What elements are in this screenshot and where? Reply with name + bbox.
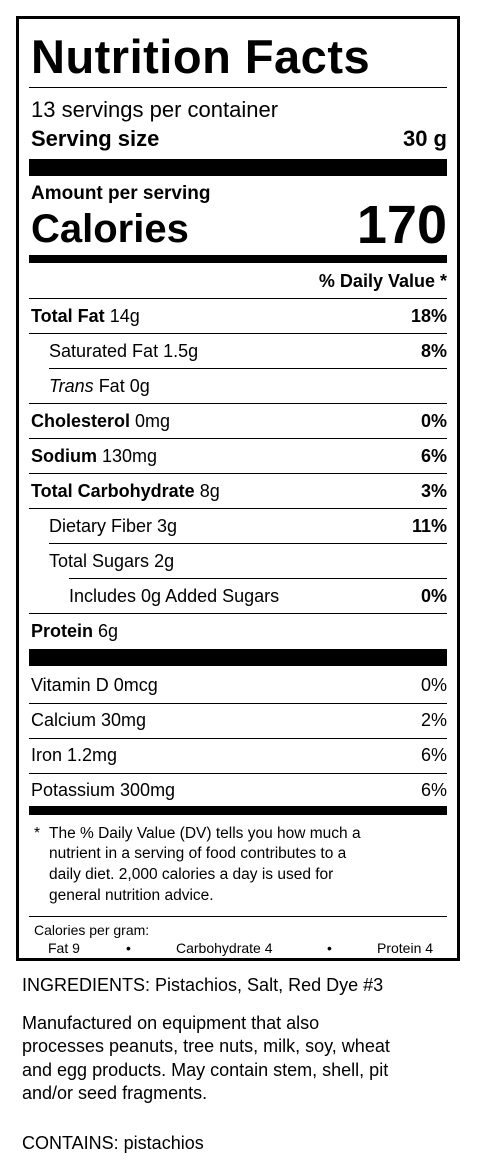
footnote-line: nutrient in a serving of food contribute…: [49, 845, 347, 862]
amount-per-serving: Amount per serving: [31, 183, 211, 204]
divider: [29, 438, 447, 439]
nutrient-name: Total Carbohydrate: [31, 481, 195, 501]
divider: [29, 703, 447, 704]
ingredients: INGREDIENTS: Pistachios, Salt, Red Dye #…: [22, 975, 384, 995]
divider: [49, 368, 447, 369]
footnote-star: *: [34, 825, 41, 842]
divider: [49, 543, 447, 544]
calories-value: 170: [356, 195, 447, 255]
contains: CONTAINS: pistachios: [22, 1133, 204, 1153]
servings-per-container: 13 servings per container: [31, 97, 279, 122]
bullet-separator: •: [126, 940, 131, 956]
cpg-carbohydrate: Carbohydrate 4: [176, 940, 273, 956]
cholesterol-row: Cholesterol 0mg: [31, 411, 170, 431]
manufactured-line: Manufactured on equipment that also: [22, 1013, 320, 1033]
divider: [29, 508, 447, 509]
medium-divider: [29, 255, 447, 263]
total-carbohydrate-row: Total Carbohydrate 8g: [31, 481, 220, 501]
calories-label: Calories: [31, 207, 189, 251]
vitamin-d-row: Vitamin D 0mcg: [31, 675, 158, 695]
cholesterol-dv: 0%: [420, 411, 447, 431]
nutrition-facts-label: Nutrition Facts 13 servings per containe…: [16, 16, 460, 961]
thick-divider: [29, 159, 447, 176]
trans-fat-row: Trans Fat 0g: [49, 376, 150, 396]
serving-size-value: 30 g: [402, 126, 447, 151]
added-sugars-row: Includes 0g Added Sugars: [69, 586, 280, 606]
bullet-separator: •: [327, 940, 332, 956]
iron-row: Iron 1.2mg: [31, 745, 118, 765]
footnote-line: The % Daily Value (DV) tells you how muc…: [49, 825, 361, 842]
manufactured-line: processes peanuts, tree nuts, milk, soy,…: [22, 1036, 390, 1056]
nutrient-amount: 6g: [98, 621, 119, 641]
nutrient-amount: 2g: [154, 551, 175, 571]
nutrient-name: Total Sugars: [49, 551, 150, 571]
daily-value-header: % Daily Value *: [318, 271, 447, 291]
nutrient-amount: 130mg: [102, 446, 158, 466]
nutrient-amount: 8g: [199, 481, 220, 501]
nutrient-amount: 14g: [109, 306, 140, 326]
footnote-line: general nutrition advice.: [49, 887, 214, 904]
manufactured-line: and/or seed fragments.: [22, 1083, 208, 1103]
sodium-dv: 6%: [420, 446, 447, 466]
total-fat-row: Total Fat 14g: [31, 306, 140, 326]
calcium-row: Calcium 30mg: [31, 710, 147, 730]
dietary-fiber-dv: 11%: [411, 516, 447, 536]
divider: [29, 738, 447, 739]
cpg-fat: Fat 9: [48, 940, 80, 956]
cpg-protein: Protein 4: [377, 940, 434, 956]
label-title: Nutrition Facts: [31, 30, 371, 83]
total-fat-dv: 18%: [410, 306, 447, 326]
nutrient-name: Trans: [49, 376, 94, 396]
potassium-row: Potassium 300mg: [31, 780, 176, 800]
footnote-line: daily diet. 2,000 calories a day is used…: [49, 866, 334, 883]
divider: [69, 578, 447, 579]
nutrient-name: Saturated Fat: [49, 341, 159, 361]
nutrient-name: Protein: [31, 621, 94, 641]
divider: [29, 613, 447, 614]
added-sugars-dv: 0%: [420, 586, 447, 606]
divider: [29, 773, 447, 774]
nutrient-amount: 1.5g: [163, 341, 199, 361]
nutrient-name: Total Fat: [31, 306, 105, 326]
calories-per-gram-label: Calories per gram:: [34, 922, 150, 938]
nutrient-name: Sodium: [31, 446, 97, 466]
saturated-fat-dv: 8%: [420, 341, 447, 361]
nutrient-amount: 0mg: [135, 411, 171, 431]
dietary-fiber-row: Dietary Fiber 3g: [49, 516, 177, 536]
medium-divider: [29, 806, 447, 815]
saturated-fat-row: Saturated Fat 1.5g: [49, 341, 198, 361]
calcium-dv: 2%: [420, 710, 447, 730]
nutrient-amount: Fat 0g: [93, 376, 150, 396]
nutrient-amount: 3g: [157, 516, 178, 536]
total-carbohydrate-dv: 3%: [420, 481, 447, 501]
divider: [29, 473, 447, 474]
divider: [29, 333, 447, 334]
manufactured-line: and egg products. May contain stem, shel…: [22, 1060, 389, 1080]
serving-size-label: Serving size: [31, 126, 160, 151]
protein-row: Protein 6g: [31, 621, 118, 641]
iron-dv: 6%: [420, 745, 447, 765]
thick-divider: [29, 649, 447, 666]
nutrient-name: Dietary Fiber: [49, 516, 153, 536]
sodium-row: Sodium 130mg: [31, 446, 157, 466]
nutrient-name: Cholesterol: [31, 411, 131, 431]
divider: [29, 87, 447, 88]
vitamin-d-dv: 0%: [420, 675, 447, 695]
total-sugars-row: Total Sugars 2g: [49, 551, 174, 571]
divider: [29, 298, 447, 299]
divider: [29, 916, 447, 917]
potassium-dv: 6%: [420, 780, 447, 800]
divider: [29, 403, 447, 404]
